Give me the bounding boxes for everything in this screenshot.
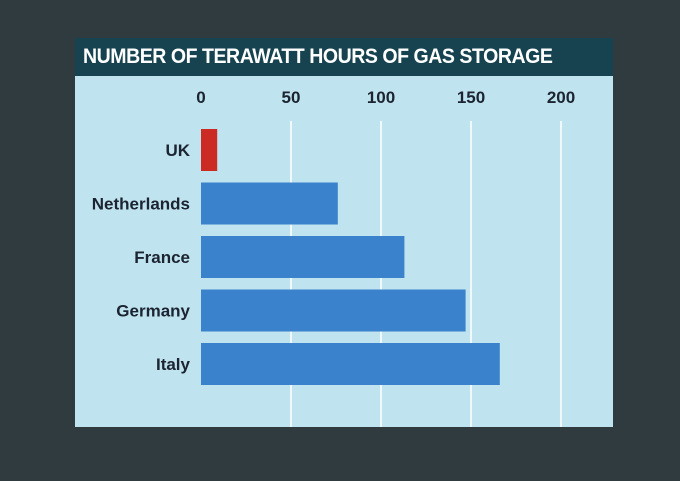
bar-uk <box>201 129 218 171</box>
category-label-germany: Germany <box>116 302 190 321</box>
bars <box>201 129 500 385</box>
chart-title: NUMBER OF TERAWATT HOURS OF GAS STORAGE <box>83 45 553 68</box>
category-label-france: France <box>134 248 190 267</box>
bar-italy <box>201 343 500 385</box>
x-tick-label-0: 0 <box>196 88 205 107</box>
x-tick-label-150: 150 <box>457 88 485 107</box>
chart-card: NUMBER OF TERAWATT HOURS OF GAS STORAGE … <box>75 38 613 427</box>
x-tick-label-50: 50 <box>282 88 301 107</box>
bar-germany <box>201 289 466 332</box>
category-label-uk: UK <box>165 141 190 160</box>
x-axis-ticks: 0 50 100 150 200 <box>196 88 575 107</box>
category-labels: UK Netherlands France Germany Italy <box>92 141 191 374</box>
x-tick-label-100: 100 <box>367 88 395 107</box>
bar-chart: 0 50 100 150 200 UK Netherlands France Germany I… <box>92 88 575 427</box>
bar-netherlands <box>201 182 338 225</box>
chart-title-bar: NUMBER OF TERAWATT HOURS OF GAS STORAGE <box>75 38 613 76</box>
category-label-italy: Italy <box>156 355 191 374</box>
category-label-netherlands: Netherlands <box>92 195 190 214</box>
x-tick-label-200: 200 <box>547 88 575 107</box>
bar-france <box>201 236 405 278</box>
